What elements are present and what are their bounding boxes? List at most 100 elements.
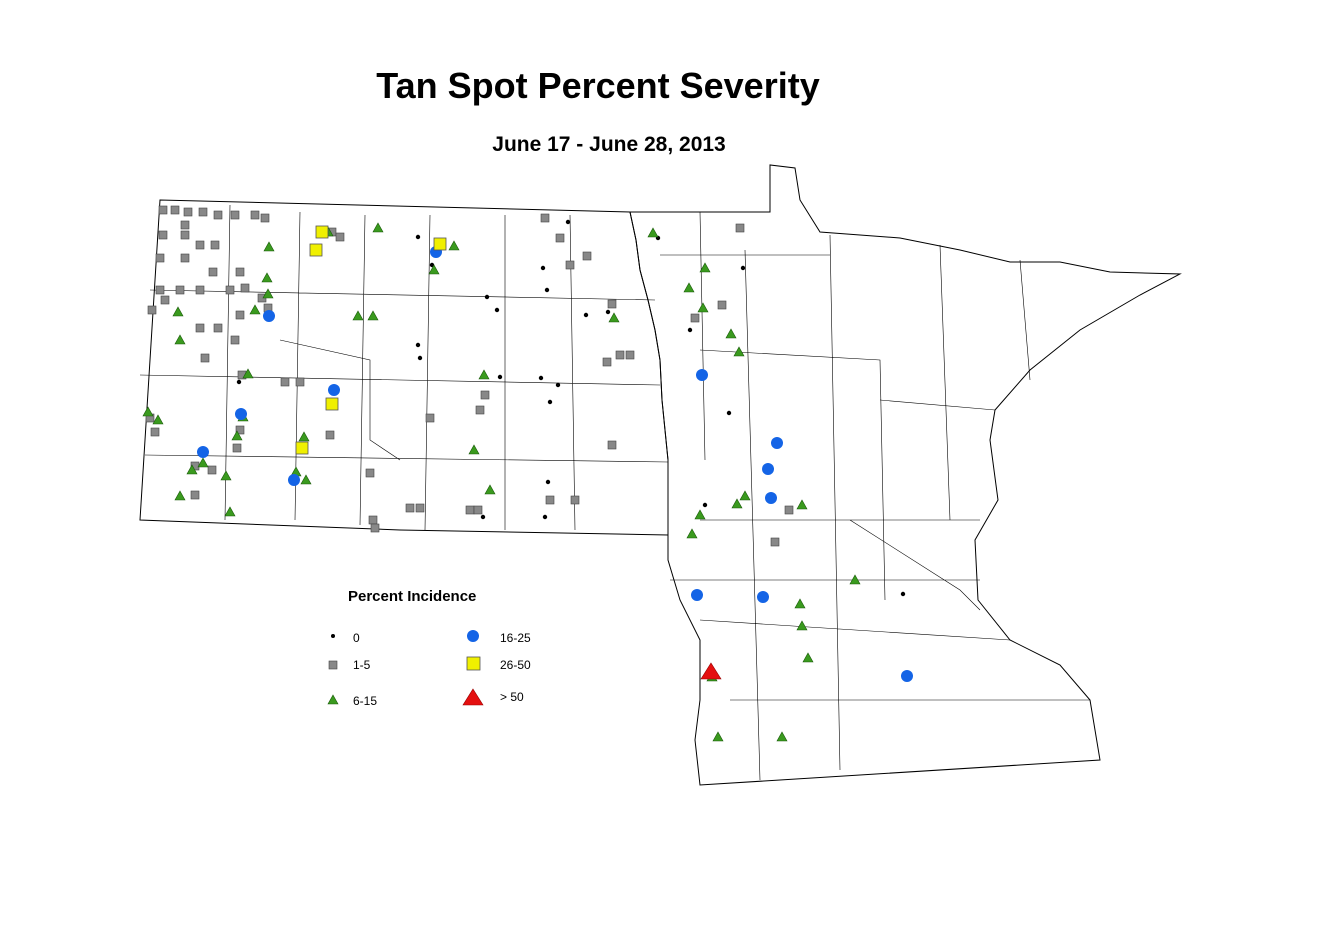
site-marker (158, 230, 168, 240)
site-marker (172, 306, 184, 317)
site-marker (405, 503, 415, 513)
site-marker (702, 502, 708, 508)
site-marker (465, 505, 475, 515)
site-marker (235, 310, 245, 320)
county-lines (139, 204, 1090, 781)
site-marker (195, 240, 205, 250)
site-marker (625, 350, 635, 360)
site-marker (687, 327, 693, 333)
site-marker (200, 353, 210, 363)
site-marker (900, 591, 906, 597)
site-marker (309, 243, 323, 257)
site-marker (794, 598, 806, 609)
site-marker (694, 509, 706, 520)
site-marker (225, 285, 235, 295)
legend-symbol (327, 694, 339, 705)
site-marker (717, 300, 727, 310)
site-marker (208, 267, 218, 277)
legend-symbol (328, 660, 338, 670)
site-marker (540, 213, 550, 223)
site-marker (725, 328, 737, 339)
site-marker (538, 375, 544, 381)
site-marker (697, 302, 709, 313)
site-marker (555, 233, 565, 243)
site-marker (565, 219, 571, 225)
site-marker (261, 272, 273, 283)
site-marker (712, 731, 724, 742)
site-marker (224, 506, 236, 517)
site-marker (180, 220, 190, 230)
site-marker (175, 285, 185, 295)
site-marker (565, 260, 575, 270)
site-marker (230, 335, 240, 345)
site-marker (733, 346, 745, 357)
site-marker (607, 440, 617, 450)
site-marker (180, 230, 190, 240)
site-marker (796, 499, 808, 510)
legend-label: 26-50 (500, 658, 531, 672)
site-marker (335, 232, 345, 242)
site-marker (448, 240, 460, 251)
site-marker (484, 294, 490, 300)
site-marker (235, 425, 245, 435)
site-marker (370, 523, 380, 533)
site-marker (160, 295, 170, 305)
map-subtitle: June 17 - June 28, 2013 (492, 133, 725, 156)
legend-label: 16-25 (500, 631, 531, 645)
site-marker (213, 210, 223, 220)
site-marker (232, 443, 242, 453)
site-marker (280, 377, 290, 387)
site-marker (735, 223, 745, 233)
site-marker (547, 399, 553, 405)
site-marker (197, 457, 209, 468)
site-marker (582, 251, 592, 261)
site-marker (195, 323, 205, 333)
site-marker (183, 207, 193, 217)
site-marker (152, 414, 164, 425)
site-marker (263, 310, 275, 322)
site-marker (583, 312, 589, 318)
legend-label: 0 (353, 631, 360, 645)
site-marker (545, 479, 551, 485)
site-marker (198, 207, 208, 217)
site-marker (544, 287, 550, 293)
site-marker (300, 474, 312, 485)
site-marker (328, 384, 340, 396)
site-marker (765, 492, 777, 504)
site-marker (570, 495, 580, 505)
minnesota (629, 164, 1182, 786)
site-markers (142, 205, 913, 742)
site-marker (417, 355, 423, 361)
site-marker (415, 234, 421, 240)
site-marker (415, 342, 421, 348)
site-marker (295, 441, 309, 455)
site-marker (475, 405, 485, 415)
site-marker (235, 267, 245, 277)
site-marker (605, 309, 611, 315)
site-marker (263, 241, 275, 252)
site-marker (230, 210, 240, 220)
site-marker (190, 490, 200, 500)
legend-label: > 50 (500, 690, 524, 704)
site-marker (647, 227, 659, 238)
site-marker (607, 299, 617, 309)
site-marker (683, 282, 695, 293)
site-marker (480, 390, 490, 400)
site-marker (240, 283, 250, 293)
site-marker (699, 262, 711, 273)
site-marker (691, 589, 703, 601)
site-marker (372, 222, 384, 233)
site-marker (425, 413, 435, 423)
site-marker (796, 620, 808, 631)
site-marker (731, 498, 743, 509)
site-marker (542, 514, 548, 520)
site-marker (368, 515, 378, 525)
site-marker (480, 514, 486, 520)
site-marker (762, 463, 774, 475)
site-marker (231, 430, 243, 441)
site-marker (288, 474, 300, 486)
state-outlines (139, 164, 1182, 786)
site-marker (207, 465, 217, 475)
site-marker (757, 591, 769, 603)
